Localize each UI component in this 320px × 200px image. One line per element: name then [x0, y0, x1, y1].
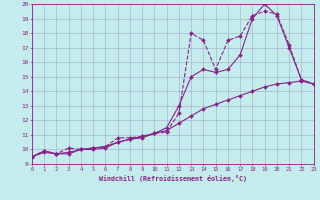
- X-axis label: Windchill (Refroidissement éolien,°C): Windchill (Refroidissement éolien,°C): [99, 175, 247, 182]
